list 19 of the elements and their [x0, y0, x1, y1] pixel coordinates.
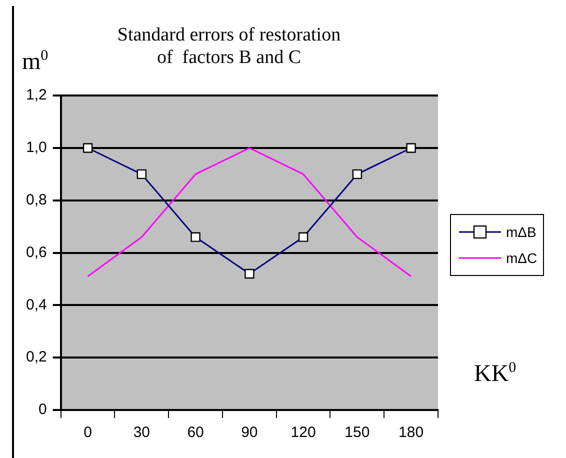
y-tick-label: 0,8	[26, 192, 47, 209]
y-tick-label: 0	[38, 401, 47, 418]
y-axis-title: m$^{0}$	[22, 48, 48, 76]
legend-label: mΔC	[506, 250, 538, 266]
y-tick-label: 1,2	[26, 86, 47, 104]
legend-label: mΔB	[506, 224, 536, 240]
x-tick-label: 30	[133, 424, 150, 442]
x-tick-label: 150	[344, 424, 370, 442]
y-tick-label: 0,4	[26, 296, 47, 314]
x-tick-label: 0	[84, 424, 92, 442]
y-tick-label: 0,2	[26, 348, 47, 366]
chart-title: Standard errors of restoration of factors B and C	[117, 24, 342, 68]
x-tick-label: 120	[290, 424, 316, 442]
y-tick-label: 1,0	[26, 139, 47, 156]
x-tick-label: 60	[187, 424, 204, 442]
x-tick-label: 180	[398, 424, 424, 442]
x-tick-label: 90	[241, 424, 258, 442]
x-axis-title: KK$^{0}$	[474, 360, 516, 388]
y-tick-label: 0,6	[26, 244, 47, 261]
